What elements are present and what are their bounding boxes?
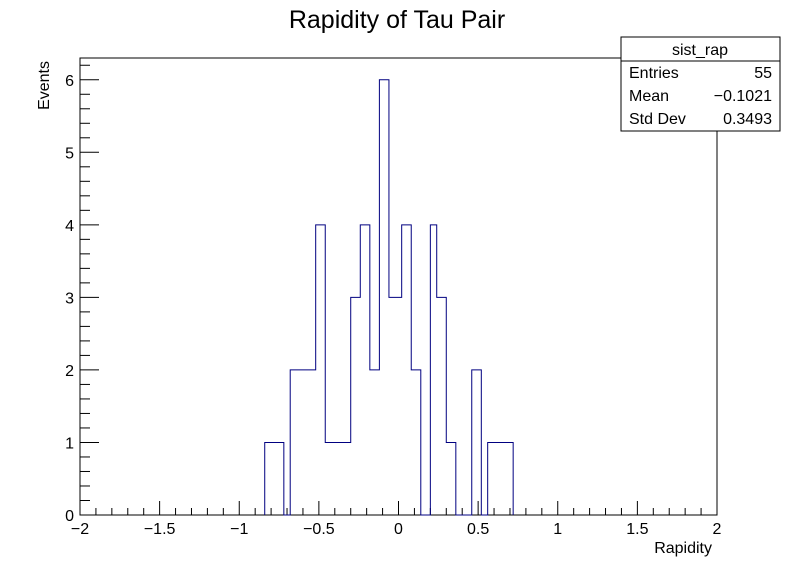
x-tick-label: 1.5	[626, 521, 648, 538]
stats-stddev-label: Std Dev	[629, 111, 686, 128]
stats-entries-label: Entries	[629, 65, 679, 82]
stats-box-frame	[620, 36, 781, 132]
y-tick-label: 1	[65, 435, 74, 452]
stats-box: sist_rap Entries 55 Mean −0.1021 Std Dev…	[620, 36, 781, 132]
x-tick-label: −2	[71, 521, 89, 538]
y-axis-label: Events	[36, 61, 53, 110]
stats-mean-label: Mean	[629, 88, 669, 105]
y-tick-label: 0	[65, 508, 74, 525]
y-tick-label: 6	[65, 73, 74, 90]
y-axis-ticks	[80, 64, 99, 516]
y-tick-label: 4	[65, 218, 74, 235]
x-tick-label: 0	[394, 521, 403, 538]
x-axis-ticks	[79, 501, 718, 515]
stats-entries-value: 55	[754, 65, 772, 82]
y-tick-label: 2	[65, 363, 74, 380]
x-tick-label: −1.5	[144, 521, 176, 538]
y-tick-label: 3	[65, 290, 74, 307]
y-axis-tick-labels: 0 1 2 3 4 5 6	[65, 73, 74, 525]
y-tick-label: 5	[65, 145, 74, 162]
x-tick-label: −0.5	[303, 521, 335, 538]
stats-mean-value: −0.1021	[714, 88, 772, 105]
x-tick-label: −1	[230, 521, 248, 538]
x-tick-label: 2	[713, 521, 722, 538]
x-axis-label: Rapidity	[654, 540, 712, 557]
histogram-step-line	[264, 79, 514, 516]
chart-title: Rapidity of Tau Pair	[289, 6, 505, 34]
x-tick-label: 0.5	[467, 521, 489, 538]
x-tick-label: 1	[553, 521, 562, 538]
stats-stddev-value: 0.3493	[723, 111, 772, 128]
stats-box-name: sist_rap	[672, 42, 728, 59]
x-axis-tick-labels: −2 −1.5 −1 −0.5 0 0.5 1 1.5 2	[71, 521, 722, 538]
